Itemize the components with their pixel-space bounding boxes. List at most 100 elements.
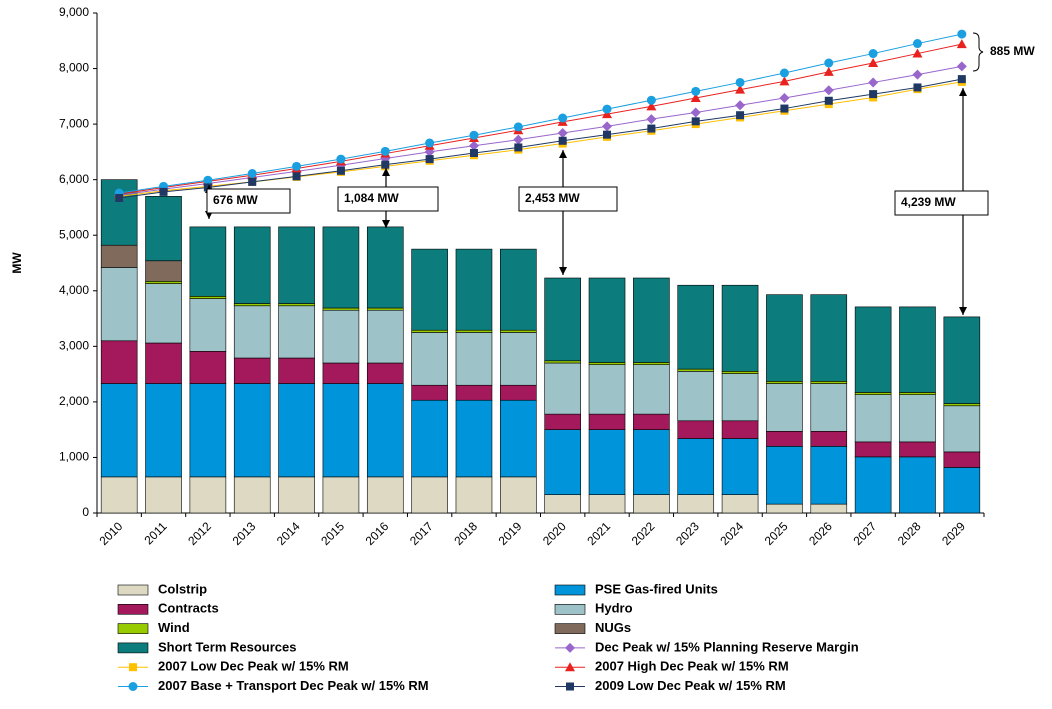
line-marker (824, 58, 834, 68)
bar-segment (233, 303, 271, 307)
line-marker (336, 166, 345, 175)
bar-segment (366, 383, 404, 478)
bar-segment (633, 413, 670, 430)
bar-segment (544, 429, 581, 495)
bar-segment (544, 413, 581, 430)
line-marker (248, 177, 257, 186)
x-tick-label: 2019 (496, 519, 525, 548)
bar-segment (943, 316, 981, 404)
y-tick-label: 8,000 (59, 61, 89, 75)
bar-segment (588, 429, 626, 495)
bar-segment (189, 383, 227, 478)
bar-segment (721, 494, 759, 514)
bar-segment (677, 438, 715, 495)
bar-segment (455, 332, 493, 386)
y-tick-label: 9,000 (59, 5, 89, 19)
legend-marker (129, 663, 137, 672)
bar-segment (943, 403, 981, 407)
x-tick-label: 2029 (939, 519, 968, 548)
bar-segment (189, 298, 227, 352)
bar-segment (100, 340, 138, 384)
line-marker (957, 29, 967, 39)
line-marker (823, 85, 834, 96)
bar-segment (500, 384, 537, 401)
legend-label: Dec Peak w/ 15% Planning Reserve Margin (595, 639, 859, 654)
bar-segment (411, 476, 448, 514)
bar-segment (544, 277, 581, 362)
annotation-box (518, 186, 618, 212)
bar-segment (500, 399, 537, 478)
line-marker (336, 154, 346, 164)
line-marker (735, 84, 746, 94)
bar-segment (633, 277, 670, 363)
line-marker (912, 69, 923, 80)
line-marker (868, 58, 879, 67)
bar-segment (189, 296, 227, 299)
line-marker (690, 93, 701, 102)
bar-segment (278, 226, 315, 304)
bar-segment (633, 364, 670, 415)
bar-segment (943, 451, 981, 468)
bar-segment (588, 277, 626, 363)
bar-segment (233, 476, 271, 514)
bar-segment (322, 226, 360, 309)
bar-segment (233, 357, 271, 384)
line-marker (691, 86, 701, 96)
line-marker (602, 104, 612, 114)
arrow-head (959, 88, 967, 96)
bar-segment (588, 364, 626, 415)
line-marker (425, 155, 434, 164)
y-tick-label: 6,000 (59, 172, 89, 186)
bar-segment (677, 494, 715, 514)
bar-segment (233, 305, 271, 359)
x-tick-label: 2026 (806, 519, 835, 548)
y-tick-label: 2,000 (59, 394, 89, 408)
line-marker (647, 124, 656, 133)
bar-segment (189, 476, 227, 514)
line-marker (646, 101, 657, 111)
bar-segment (411, 332, 448, 386)
bar-segment (810, 294, 848, 382)
bar-segment (766, 383, 803, 432)
bar-segment (145, 196, 182, 262)
y-tick-label: 0 (82, 505, 89, 519)
line-marker (956, 39, 967, 49)
legend-swatch (117, 584, 149, 596)
line-marker (292, 161, 302, 171)
bar-segment (500, 476, 537, 514)
bar-segment (766, 431, 803, 447)
bar-segment (588, 362, 626, 365)
bar-segment (100, 267, 138, 342)
x-tick-label: 2013 (230, 519, 259, 548)
bar-segment (366, 362, 404, 384)
bar-segment (500, 329, 537, 333)
bar-segment (145, 281, 182, 284)
bar-segment (455, 384, 493, 401)
line-marker (602, 121, 613, 132)
bar-segment (145, 476, 182, 514)
bar-segment (766, 381, 803, 384)
line-marker (468, 140, 479, 151)
line-marker (823, 66, 834, 76)
line-marker (469, 149, 478, 157)
line (119, 33, 962, 194)
annotation-box (337, 186, 439, 212)
bar-segment (721, 373, 759, 422)
annotation: 676 MW (213, 193, 258, 207)
legend-label: 2009 Low Dec Peak w/ 15% RM (595, 678, 786, 693)
y-tick-label: 4,000 (59, 283, 89, 297)
bar-segment (455, 399, 493, 478)
bar-segment (322, 476, 360, 514)
bar-segment (810, 381, 848, 384)
bar-segment (145, 342, 182, 384)
line (119, 78, 962, 199)
line-marker (868, 49, 878, 59)
bar-segment (899, 441, 936, 458)
bar-segment (943, 467, 981, 514)
bar-segment (721, 420, 759, 439)
legend-swatch (554, 603, 586, 615)
legend-label: 2007 High Dec Peak w/ 15% RM (595, 659, 789, 674)
bar-segment (899, 392, 936, 395)
bar-segment (766, 503, 803, 514)
x-tick-label: 2011 (141, 519, 169, 547)
